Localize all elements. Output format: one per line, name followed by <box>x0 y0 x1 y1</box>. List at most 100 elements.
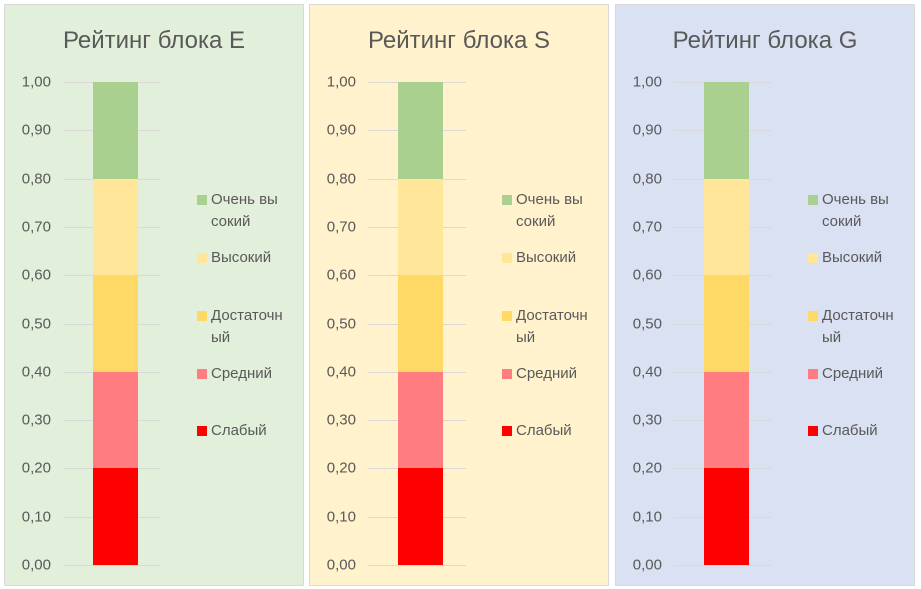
y-tick-label: 0,10 <box>326 508 356 526</box>
gridline <box>63 565 161 566</box>
y-tick-label: 0,40 <box>21 363 51 381</box>
legend-label: Очень высокий <box>822 191 889 230</box>
y-tick-label: 0,30 <box>326 411 356 429</box>
legend-label: Достаточный <box>211 307 283 346</box>
bar-segment <box>704 371 749 469</box>
y-tick-label: 0,70 <box>632 218 662 236</box>
bar-segment <box>93 468 138 565</box>
legend-item: Достаточный <box>502 305 598 349</box>
legend-swatch <box>808 369 818 379</box>
y-tick-label: 1,00 <box>632 73 662 91</box>
y-tick-label: 0,30 <box>21 411 51 429</box>
legend-item: Средний <box>502 363 598 385</box>
bar-segment <box>704 178 749 276</box>
y-tick-label: 0,00 <box>326 556 356 574</box>
legend-swatch <box>502 426 512 436</box>
y-tick-label: 0,50 <box>21 315 51 332</box>
legend-swatch <box>502 311 512 321</box>
gridline <box>674 565 772 566</box>
legend-item: Очень высокий <box>197 189 293 233</box>
bar-segment <box>93 178 138 276</box>
bar-segment <box>398 178 443 276</box>
y-tick-label: 0,60 <box>326 266 356 284</box>
y-tick-label: 0,70 <box>21 218 51 236</box>
bar-segment <box>93 82 138 179</box>
bar-segment <box>398 371 443 469</box>
y-tick-label: 0,50 <box>632 315 662 332</box>
legend-swatch <box>197 195 207 205</box>
y-tick-label: 0,60 <box>632 266 662 284</box>
y-tick-label: 0,80 <box>632 170 662 188</box>
legend-label: Высокий <box>822 249 883 266</box>
legend-item: Слабый <box>502 420 598 442</box>
legend-label: Слабый <box>516 422 572 439</box>
legend-item: Очень высокий <box>808 189 904 233</box>
y-tick-label: 0,10 <box>632 508 662 526</box>
legend-swatch <box>808 426 818 436</box>
y-tick-label: 0,60 <box>21 266 51 284</box>
legend-swatch <box>197 369 207 379</box>
y-tick-label: 0,00 <box>632 556 662 574</box>
legend-item: Слабый <box>808 420 904 442</box>
y-tick-label: 0,20 <box>632 459 662 477</box>
legend-label: Высокий <box>211 249 272 266</box>
bar-segment <box>704 275 749 372</box>
y-tick-label: 0,00 <box>21 556 51 574</box>
chart-title: Рейтинг блока G <box>672 27 858 54</box>
legend-swatch <box>808 311 818 321</box>
y-tick-label: 0,90 <box>326 121 356 139</box>
legend-swatch <box>197 253 207 263</box>
y-tick-label: 0,20 <box>21 459 51 477</box>
y-tick-label: 0,70 <box>326 218 356 236</box>
legend-swatch <box>502 369 512 379</box>
bar-segment <box>704 82 749 179</box>
bar-segment <box>93 371 138 469</box>
y-tick-label: 0,80 <box>326 170 356 188</box>
y-tick-label: 0,20 <box>326 459 356 477</box>
legend-item: Высокий <box>502 247 598 269</box>
legend-swatch <box>808 253 818 263</box>
gridline <box>368 565 466 566</box>
bar-segment <box>398 275 443 372</box>
bar-segment <box>93 275 138 372</box>
legend-item: Достаточный <box>808 305 904 349</box>
bar-segment <box>398 82 443 179</box>
legend-label: Слабый <box>822 422 878 439</box>
chart-panel: Рейтинг блока E 0,00 0,10 0,20 0,30 0,40 0,50 0… <box>4 4 304 586</box>
y-tick-label: 0,50 <box>326 315 356 332</box>
chart-title: Рейтинг блока E <box>62 27 246 54</box>
legend-label: Очень высокий <box>211 191 278 230</box>
legend-label: Высокий <box>516 249 577 266</box>
legend-label: Средний <box>822 365 883 382</box>
legend-item: Достаточный <box>197 305 293 349</box>
legend-swatch <box>197 311 207 321</box>
legend-label: Достаточный <box>822 307 894 346</box>
chart-panel: Рейтинг блока G 0,00 0,10 0,20 0,30 0,40 0,50 0… <box>615 4 915 586</box>
legend-item: Слабый <box>197 420 293 442</box>
legend-label: Слабый <box>211 422 267 439</box>
legend-item: Высокий <box>197 247 293 269</box>
legend-item: Средний <box>808 363 904 385</box>
legend-item: Очень высокий <box>502 189 598 233</box>
y-tick-label: 1,00 <box>326 73 356 91</box>
legend-item: Высокий <box>808 247 904 269</box>
legend-swatch <box>808 195 818 205</box>
bar-segment <box>704 468 749 565</box>
legend-label: Средний <box>211 365 272 382</box>
chart-title: Рейтинг блока S <box>367 27 551 54</box>
y-tick-label: 0,10 <box>21 508 51 526</box>
y-tick-label: 0,30 <box>632 411 662 429</box>
legend-label: Достаточный <box>516 307 588 346</box>
y-tick-label: 0,80 <box>21 170 51 188</box>
legend-swatch <box>197 426 207 436</box>
legend-swatch <box>502 253 512 263</box>
y-tick-label: 1,00 <box>21 73 51 91</box>
y-tick-label: 0,90 <box>21 121 51 139</box>
y-tick-label: 0,40 <box>326 363 356 381</box>
bar-segment <box>398 468 443 565</box>
legend-item: Средний <box>197 363 293 385</box>
chart-panel: Рейтинг блока S 0,00 0,10 0,20 0,30 0,40 0,50 0… <box>309 4 609 586</box>
y-tick-label: 0,40 <box>632 363 662 381</box>
legend-label: Очень высокий <box>516 191 583 230</box>
y-tick-label: 0,90 <box>632 121 662 139</box>
